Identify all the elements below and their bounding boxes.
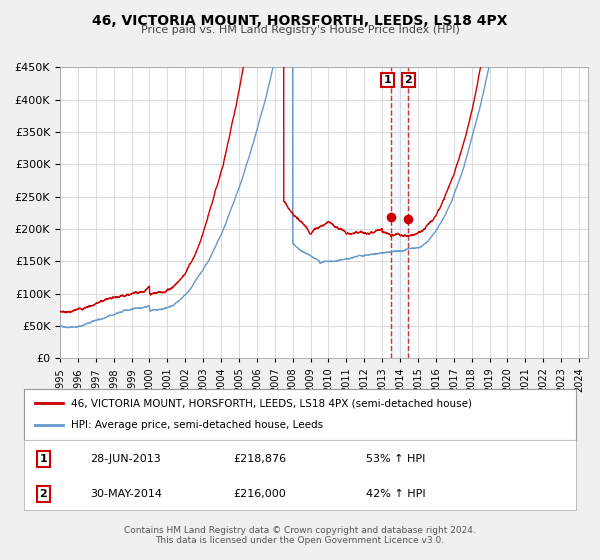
Bar: [391, 67, 407, 358]
Text: HPI: Average price, semi-detached house, Leeds: HPI: Average price, semi-detached house,…: [71, 421, 323, 431]
Text: 2: 2: [40, 489, 47, 499]
Text: 28-JUN-2013: 28-JUN-2013: [90, 454, 161, 464]
Text: 1: 1: [40, 454, 47, 464]
Text: Price paid vs. HM Land Registry's House Price Index (HPI): Price paid vs. HM Land Registry's House …: [140, 25, 460, 35]
Text: 42% ↑ HPI: 42% ↑ HPI: [366, 489, 426, 499]
Text: 1: 1: [383, 75, 391, 85]
Text: 46, VICTORIA MOUNT, HORSFORTH, LEEDS, LS18 4PX (semi-detached house): 46, VICTORIA MOUNT, HORSFORTH, LEEDS, LS…: [71, 398, 472, 408]
Text: This data is licensed under the Open Government Licence v3.0.: This data is licensed under the Open Gov…: [155, 536, 445, 545]
Text: 53% ↑ HPI: 53% ↑ HPI: [366, 454, 425, 464]
Text: £216,000: £216,000: [234, 489, 287, 499]
Text: Contains HM Land Registry data © Crown copyright and database right 2024.: Contains HM Land Registry data © Crown c…: [124, 526, 476, 535]
Text: 30-MAY-2014: 30-MAY-2014: [90, 489, 162, 499]
Text: 2: 2: [404, 75, 412, 85]
Text: 46, VICTORIA MOUNT, HORSFORTH, LEEDS, LS18 4PX: 46, VICTORIA MOUNT, HORSFORTH, LEEDS, LS…: [92, 14, 508, 28]
Text: £218,876: £218,876: [234, 454, 287, 464]
